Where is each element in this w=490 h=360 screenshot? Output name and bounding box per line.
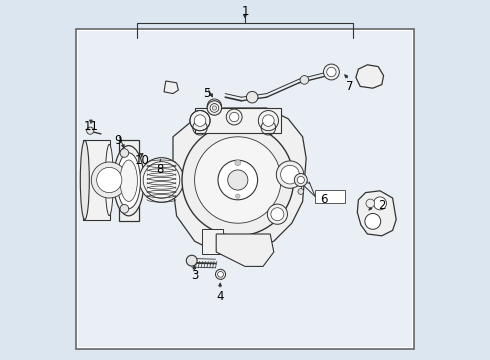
Ellipse shape (113, 146, 144, 216)
Circle shape (297, 176, 304, 184)
Circle shape (182, 124, 294, 236)
Text: 10: 10 (134, 154, 149, 167)
Bar (195, 108, 281, 133)
Circle shape (327, 67, 336, 77)
Circle shape (195, 137, 281, 223)
Bar (77, 31, 413, 347)
Ellipse shape (80, 140, 89, 220)
Circle shape (139, 158, 184, 202)
Circle shape (120, 204, 129, 213)
Circle shape (276, 161, 304, 188)
Text: 3: 3 (191, 269, 198, 282)
Text: 8: 8 (157, 163, 164, 176)
Ellipse shape (105, 144, 113, 216)
Text: 6: 6 (320, 193, 328, 206)
Circle shape (236, 194, 240, 198)
Polygon shape (357, 191, 396, 236)
Circle shape (120, 149, 129, 157)
Circle shape (207, 99, 221, 113)
Text: 11: 11 (83, 120, 98, 132)
Circle shape (246, 91, 258, 103)
Circle shape (212, 104, 217, 109)
Polygon shape (164, 81, 178, 94)
Ellipse shape (120, 160, 137, 202)
Circle shape (281, 165, 299, 184)
Text: 2: 2 (378, 199, 386, 212)
Ellipse shape (117, 153, 141, 209)
Bar (83, 140, 110, 220)
Circle shape (229, 112, 239, 122)
Bar (119, 140, 139, 221)
Circle shape (268, 204, 288, 224)
Circle shape (323, 64, 339, 80)
Text: 7: 7 (345, 80, 353, 93)
Circle shape (218, 160, 258, 200)
Circle shape (218, 271, 223, 277)
Polygon shape (216, 234, 274, 266)
Circle shape (186, 255, 197, 266)
Circle shape (271, 208, 284, 221)
Circle shape (365, 213, 381, 229)
Polygon shape (356, 65, 384, 88)
Circle shape (263, 115, 274, 126)
Circle shape (210, 102, 219, 111)
Bar (315, 190, 345, 203)
Polygon shape (173, 108, 306, 252)
Circle shape (143, 162, 180, 198)
Circle shape (373, 197, 387, 210)
Bar (202, 229, 223, 254)
Circle shape (298, 189, 304, 194)
Circle shape (212, 106, 217, 110)
Circle shape (97, 167, 122, 193)
Circle shape (87, 127, 94, 134)
Text: 4: 4 (216, 291, 223, 303)
Bar (76, 29, 414, 349)
Text: 9: 9 (115, 134, 122, 147)
Circle shape (91, 162, 127, 198)
Circle shape (294, 174, 307, 186)
Circle shape (235, 160, 241, 166)
Text: 1: 1 (241, 5, 249, 18)
Circle shape (207, 101, 221, 115)
Text: 5: 5 (203, 87, 211, 100)
Circle shape (216, 269, 225, 279)
Circle shape (258, 111, 278, 131)
Circle shape (366, 199, 374, 208)
Circle shape (210, 104, 219, 112)
Circle shape (190, 111, 210, 131)
Circle shape (226, 109, 242, 125)
Circle shape (300, 76, 309, 84)
Circle shape (228, 170, 248, 190)
Circle shape (194, 115, 206, 126)
